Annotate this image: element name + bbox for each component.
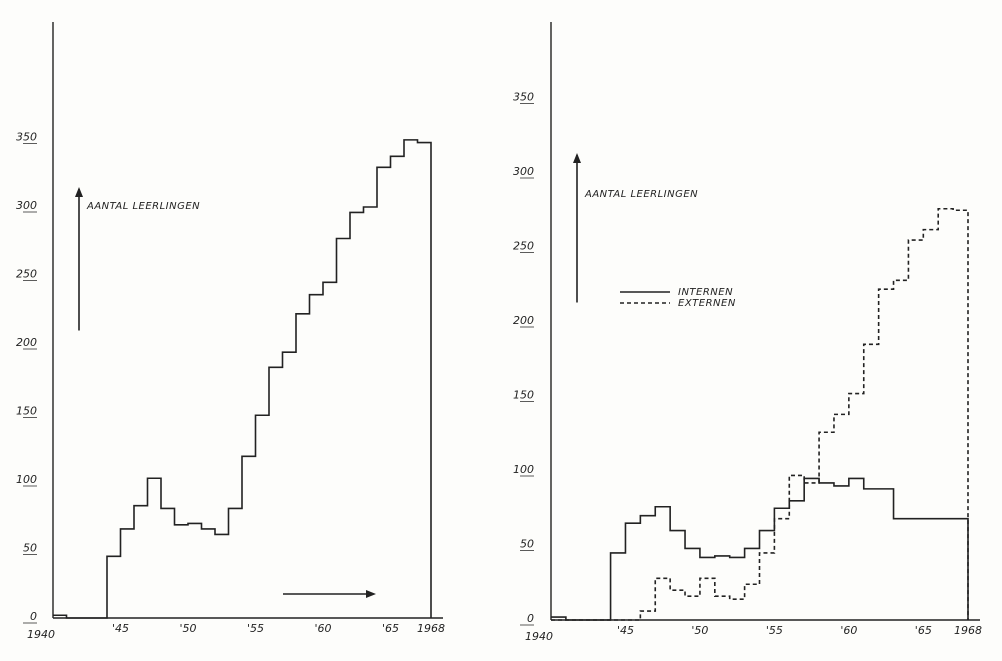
legend-label: INTERNEN: [678, 287, 733, 298]
y-tick-label: 200: [16, 336, 37, 349]
x-tick-label: '60: [840, 624, 857, 637]
arrow-head-icon: [366, 590, 376, 598]
y-tick-label: 0: [30, 610, 37, 623]
chart-intern-extern-pupils: 0 50 100 150 200 250 300 350 1940 '45 '50 '55 '60 '65…: [513, 22, 982, 643]
x-tick-label: '55: [247, 622, 264, 635]
y-tick-label: 100: [513, 463, 534, 476]
y-tick-label: 150: [16, 405, 37, 418]
y-axis-label: AANTAL LEERLINGEN: [86, 201, 200, 212]
y-tick-label: 50: [520, 538, 534, 551]
series-line-externen: [551, 207, 969, 621]
y-tick-label: 250: [513, 240, 534, 253]
x-tick-label: '50: [691, 624, 708, 637]
arrow-head-icon: [75, 187, 83, 197]
y-tick-label: 150: [513, 389, 534, 402]
y-tick-label: 0: [527, 612, 534, 625]
x-tick-label: 1968: [417, 622, 445, 635]
chart-total-pupils: 0 50 100 150 200 250 300 350 1940 '45 '50 '55 '60 '65…: [16, 22, 445, 641]
x-tick-label: '60: [314, 622, 331, 635]
y-axis-label: AANTAL LEERLINGEN: [584, 189, 698, 200]
x-tick-label: '45: [112, 622, 129, 635]
x-tick-label: '65: [382, 622, 399, 635]
x-tick-label: 1940: [27, 628, 55, 641]
y-tick-label: 300: [513, 165, 534, 178]
y-tick-label: 100: [16, 473, 37, 486]
y-tick-label: 250: [16, 268, 37, 281]
x-tick-label: '65: [915, 624, 932, 637]
series-line-total: [53, 139, 432, 619]
series-line-internen: [551, 477, 969, 621]
x-tick-label: 1940: [525, 630, 553, 643]
x-tick-label: '55: [766, 624, 783, 637]
legend-label: EXTERNEN: [678, 298, 736, 309]
y-tick-label: 200: [513, 314, 534, 327]
arrow-head-icon: [573, 153, 581, 163]
y-tick-label: 300: [16, 199, 37, 212]
y-tick-label: 50: [23, 542, 37, 555]
y-tick-label: 350: [513, 91, 534, 104]
x-tick-label: '50: [179, 622, 196, 635]
x-tick-label: 1968: [954, 624, 982, 637]
y-tick-label: 350: [16, 131, 37, 144]
x-tick-label: '45: [617, 624, 634, 637]
